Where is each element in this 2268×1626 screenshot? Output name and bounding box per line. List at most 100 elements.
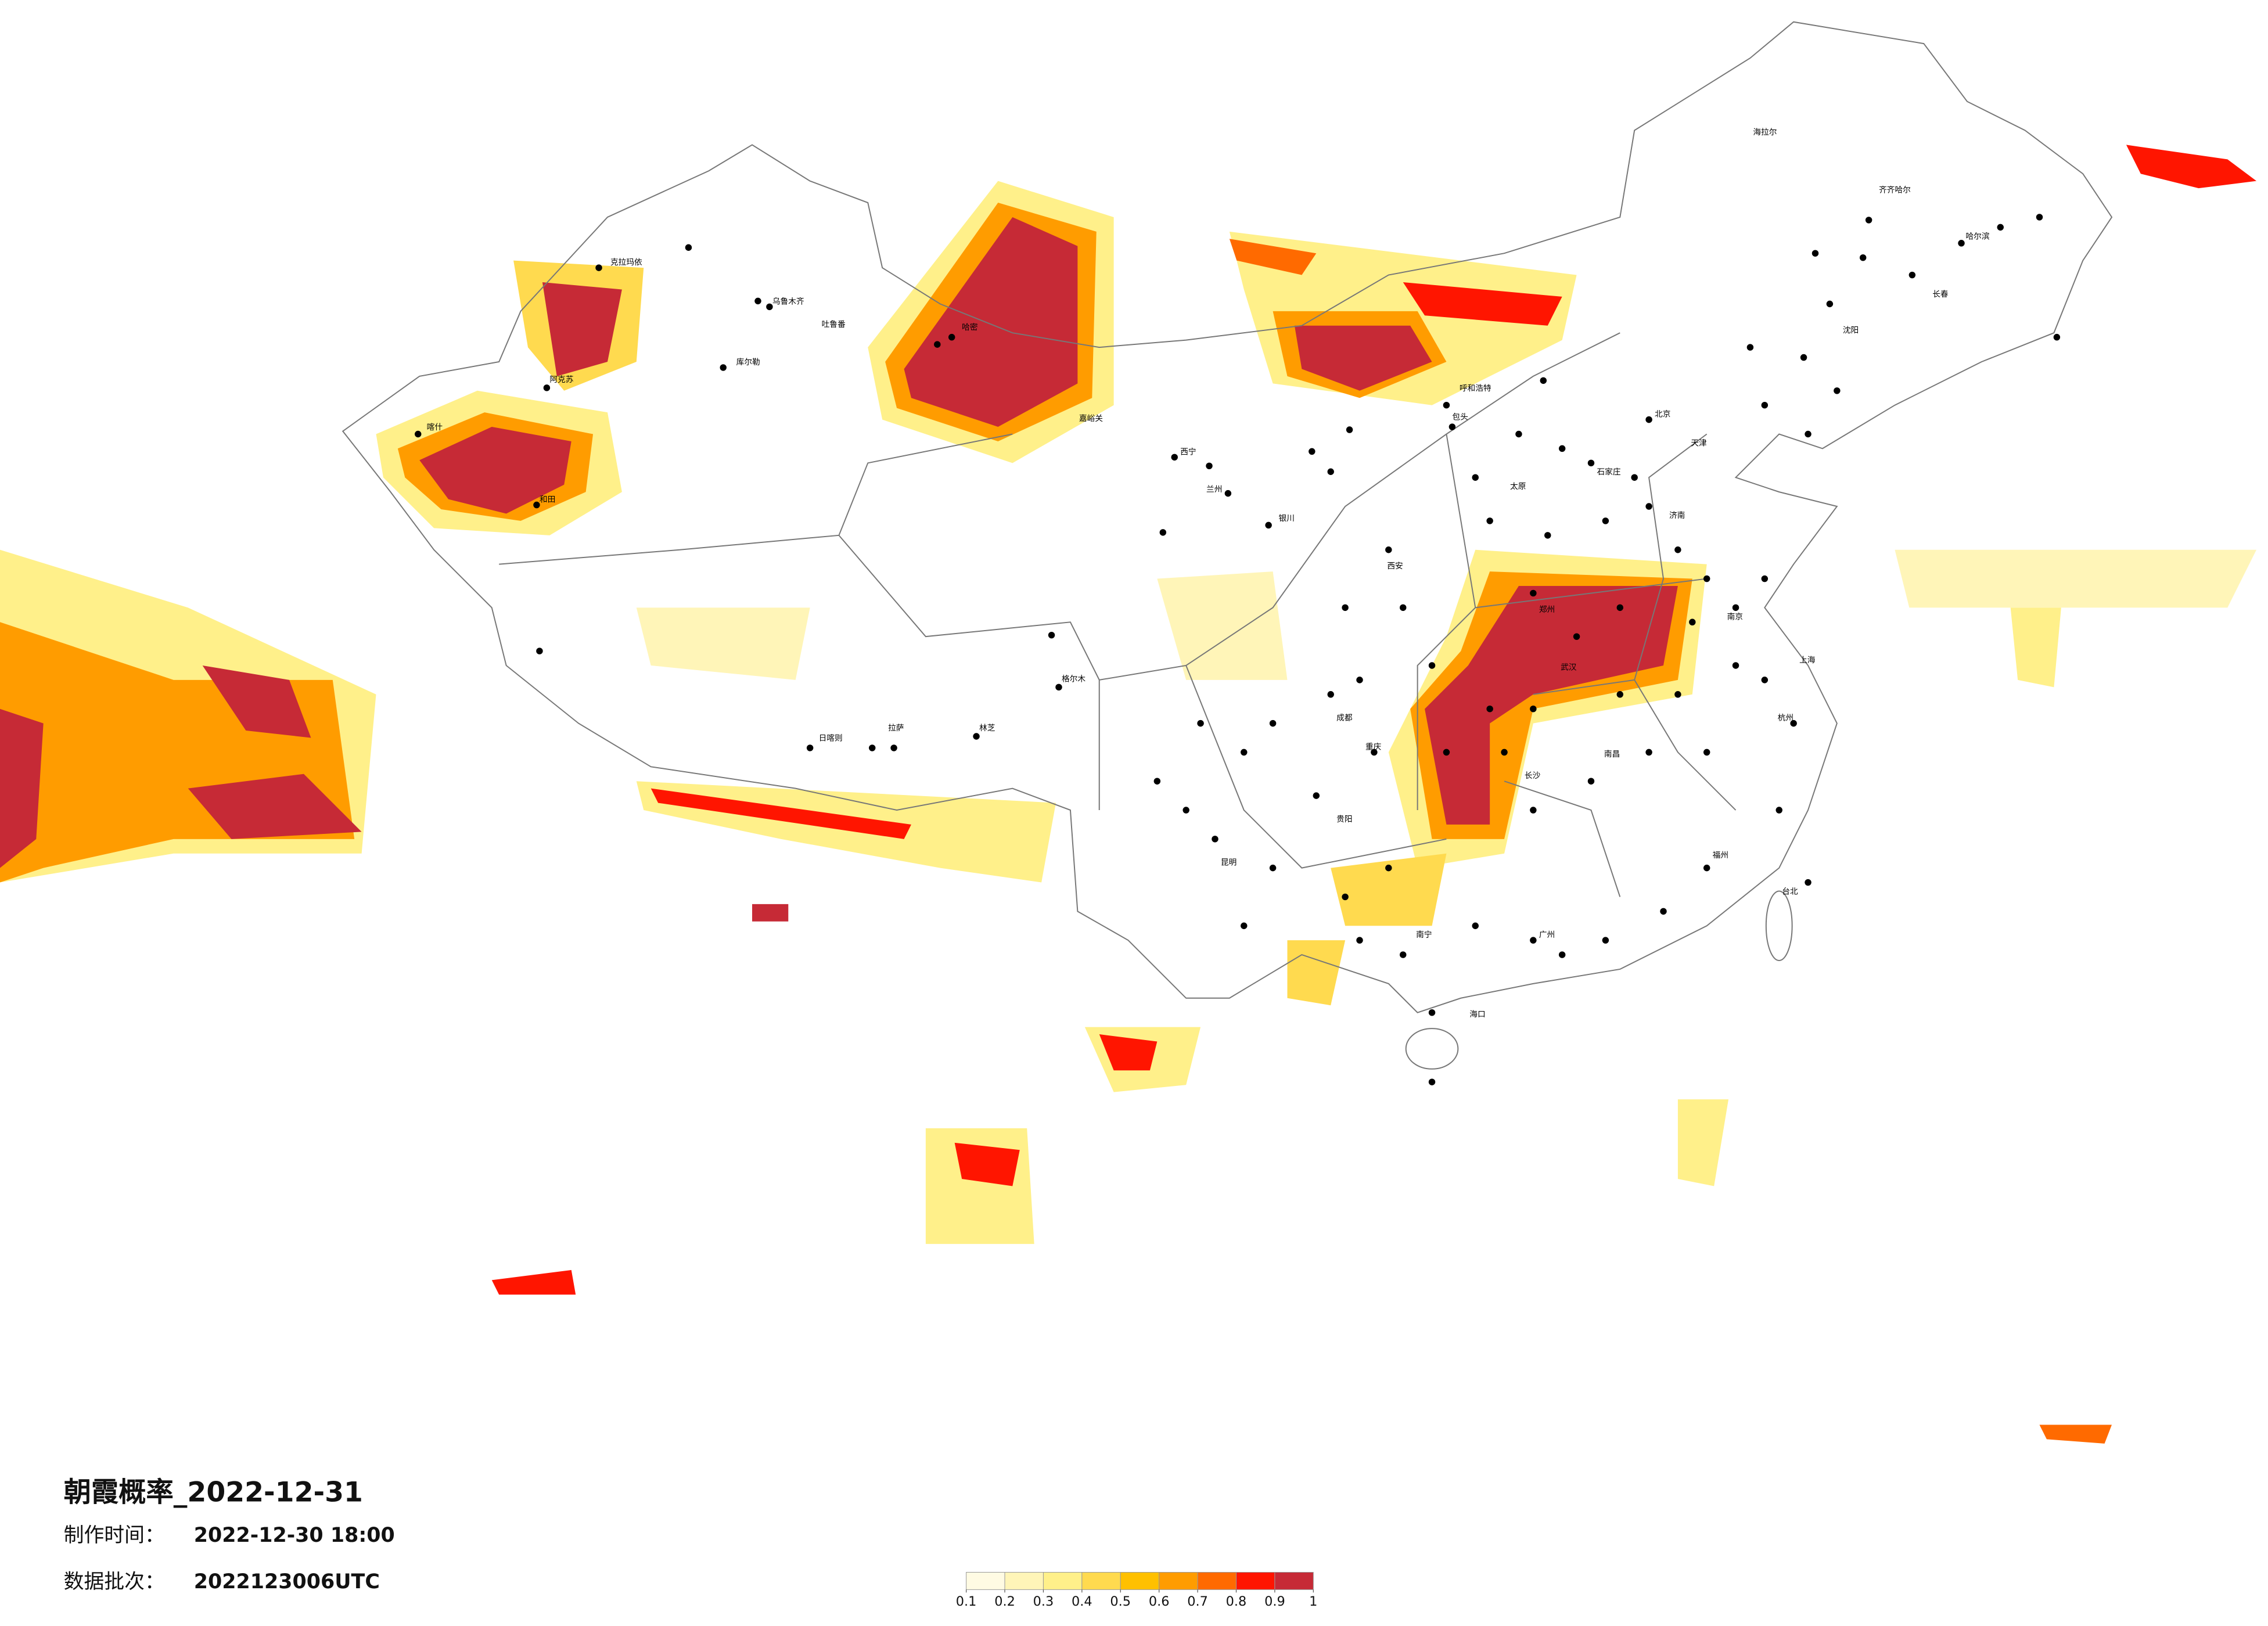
city-label: 拉萨 [888, 724, 904, 733]
city-dot [1703, 864, 1710, 872]
city-dot [948, 333, 955, 341]
city-dot [1674, 691, 1681, 698]
city-dot [1826, 300, 1834, 308]
city-dot [1486, 517, 1493, 524]
city-dot [415, 430, 422, 438]
city-dot [1530, 937, 1537, 944]
city-label: 长沙 [1525, 771, 1541, 780]
probability-area [2039, 1424, 2112, 1444]
city-label: 日喀则 [819, 733, 843, 743]
probability-area [542, 282, 622, 376]
city-label: 嘉峪关 [1079, 414, 1103, 423]
city-dot [1746, 344, 1754, 351]
city-label: 南昌 [1604, 750, 1620, 759]
colorbar-tick-label: 1 [1309, 1594, 1317, 1609]
city-dot [1448, 423, 1456, 430]
colorbar: 0.1 0.2 0.3 0.4 0.5 0.6 0.7 0.8 0.9 1 [956, 1571, 1317, 1609]
city-label: 海拉尔 [1753, 128, 1777, 137]
city-dot [1805, 430, 1811, 438]
city-label: 哈密 [962, 322, 978, 332]
city-dot [973, 733, 980, 740]
boundaries [342, 21, 2113, 1070]
colorbar-swatch [1081, 1571, 1121, 1590]
colorbar-tick-label: 0.9 [1264, 1594, 1285, 1609]
probability-area [925, 1027, 1201, 1244]
probability-area [2126, 145, 2257, 189]
made-time-label: 制作时间： [64, 1524, 165, 1547]
city-label: 北京 [1655, 410, 1670, 419]
city-dot [1486, 705, 1493, 713]
city-label: 海口 [1469, 1010, 1485, 1019]
city-dot [1327, 468, 1334, 475]
city-label: 西安 [1387, 562, 1403, 571]
probability-area [1425, 586, 1678, 825]
city-label: 成都 [1336, 714, 1353, 723]
colorbar-swatch [1043, 1571, 1083, 1590]
city-dot [1958, 240, 1965, 247]
city-dot [1055, 684, 1062, 691]
city-dot [1385, 546, 1392, 553]
city-dot [1865, 217, 1872, 224]
city-dot [1573, 633, 1580, 640]
city-dot [1472, 922, 1479, 929]
colorbar-swatch [1004, 1571, 1044, 1590]
city-label: 乌鲁木齐 [772, 297, 804, 306]
city-dot [1269, 864, 1277, 872]
city-dot [1689, 618, 1696, 625]
colorbar-tick-label: 0.2 [994, 1594, 1015, 1609]
city-label: 贵阳 [1336, 815, 1352, 824]
taiwan [1765, 890, 1793, 962]
city-dot [1703, 575, 1710, 582]
city-label: 阿克苏 [549, 375, 573, 384]
title: 朝霞概率_2022-12-31 [64, 1476, 363, 1508]
probability-area [1229, 239, 1317, 275]
colorbar-tick-label: 0.8 [1226, 1594, 1247, 1609]
probability-field [0, 145, 2257, 1444]
city-dot [1732, 662, 1739, 669]
probability-area [1287, 853, 1447, 1006]
city-label: 长春 [1932, 290, 1949, 299]
city-dots [415, 214, 2061, 1085]
city-dot [1761, 401, 1769, 409]
probability-area [491, 1269, 576, 1295]
city-dot [1800, 354, 1807, 361]
colorbar-swatch [1159, 1571, 1198, 1590]
city-dot [1544, 532, 1551, 539]
city-dot [1834, 387, 1841, 394]
data-batch-label: 数据批次： [64, 1570, 165, 1593]
city-dot [1645, 503, 1652, 510]
city-dot [533, 501, 540, 509]
city-dot [1356, 937, 1363, 944]
city-dot [1309, 448, 1315, 455]
city-dot [543, 384, 551, 391]
city-label: 哈尔滨 [1965, 232, 1989, 241]
city-dot [1443, 401, 1450, 409]
city-label: 齐齐哈尔 [1879, 186, 1911, 195]
city-label: 喀什 [427, 423, 443, 432]
city-dot [1674, 546, 1681, 553]
city-label: 武汉 [1561, 663, 1577, 672]
city-dot [1602, 937, 1609, 944]
city-dot [754, 297, 761, 305]
city-dot [1645, 416, 1652, 423]
colorbar-swatch [1197, 1571, 1237, 1590]
city-dot [2036, 214, 2043, 221]
colorbar-tick-label: 0.1 [956, 1594, 977, 1609]
probability-area [1677, 607, 2061, 1186]
colorbar-tick-label: 0.4 [1072, 1594, 1092, 1609]
city-dot [1327, 691, 1334, 698]
city-dot [1558, 445, 1566, 452]
city-dot [1501, 749, 1508, 756]
city-dot [1558, 951, 1566, 958]
city-label: 库尔勒 [736, 358, 760, 367]
probability-area [419, 427, 572, 514]
city-label: 吐鲁番 [822, 320, 846, 329]
probability-area [650, 788, 911, 839]
city-dot [720, 364, 727, 371]
city-dot [1530, 589, 1537, 597]
city-dot [1265, 521, 1272, 529]
city-label: 包头 [1452, 413, 1468, 422]
city-dot [1399, 951, 1407, 958]
